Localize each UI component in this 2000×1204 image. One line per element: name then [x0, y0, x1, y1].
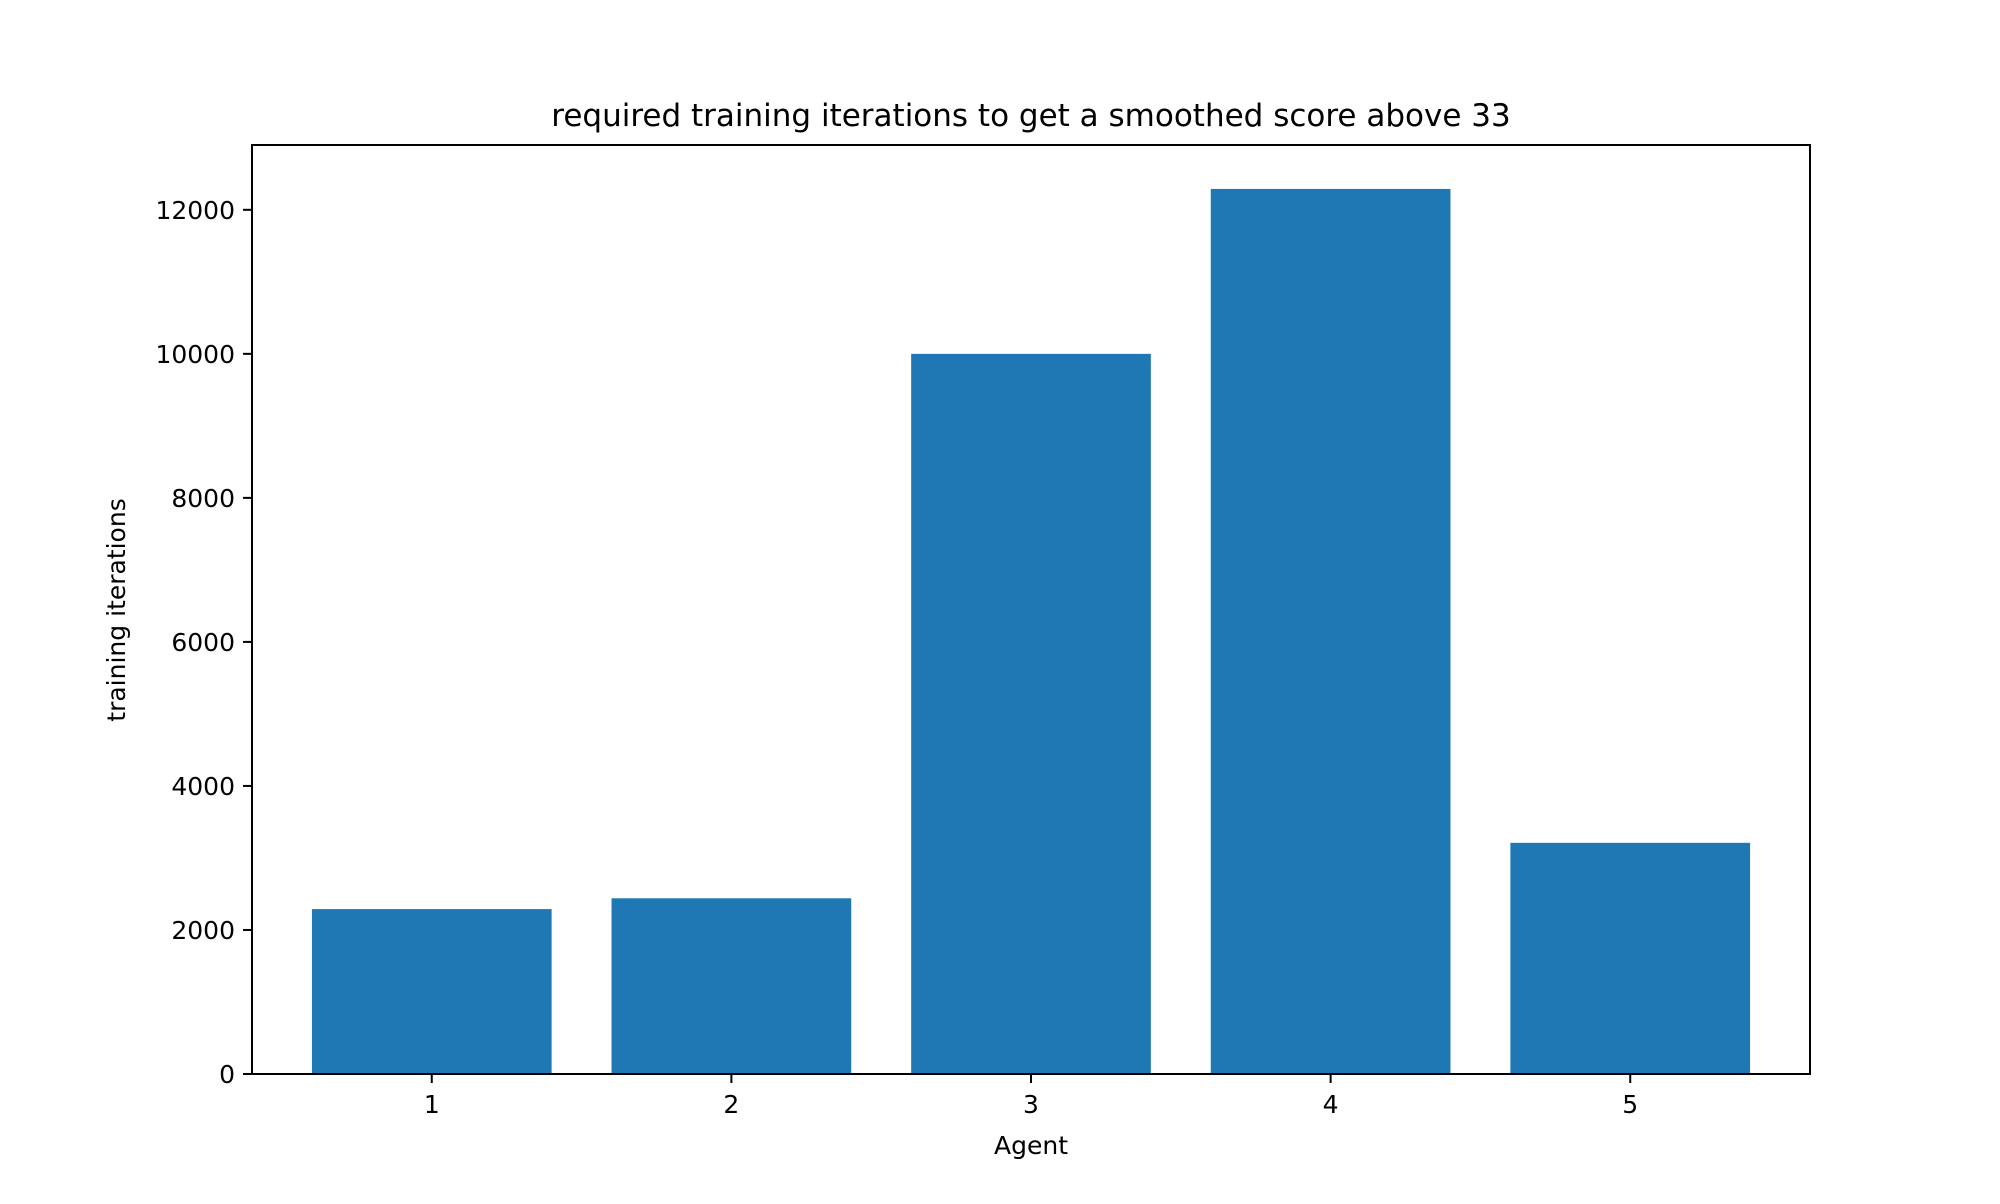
plot-frame — [251, 144, 1811, 1075]
ticks-layer: 1 2 3 4 5 0 2000 4000 6000 8000 10000 12000 — [155, 196, 1638, 1119]
bar-agent-5 — [1510, 842, 1751, 1074]
x-tick-label: 2 — [723, 1090, 739, 1119]
bar-agent-4 — [1210, 188, 1451, 1075]
y-tick-label: 2000 — [171, 916, 235, 945]
x-tick-label: 1 — [424, 1090, 440, 1119]
chart-title: required training iterations to get a sm… — [551, 98, 1510, 134]
y-tick-label: 8000 — [171, 484, 235, 513]
y-axis-label: training iterations — [102, 498, 131, 721]
y-tick-label: 10000 — [155, 340, 235, 369]
y-tick-label: 12000 — [155, 196, 235, 225]
bar-agent-3 — [911, 353, 1151, 1074]
bar-agent-2 — [611, 898, 852, 1074]
x-axis-label: Agent — [994, 1131, 1068, 1160]
y-tick-label: 6000 — [171, 628, 235, 657]
x-tick-label: 3 — [1023, 1090, 1039, 1119]
y-tick-label: 4000 — [171, 772, 235, 801]
bars-layer — [311, 188, 1751, 1075]
x-tick-label: 5 — [1622, 1090, 1638, 1119]
bar-agent-1 — [311, 909, 552, 1074]
y-tick-label: 0 — [219, 1060, 235, 1089]
x-tick-label: 4 — [1323, 1090, 1339, 1119]
